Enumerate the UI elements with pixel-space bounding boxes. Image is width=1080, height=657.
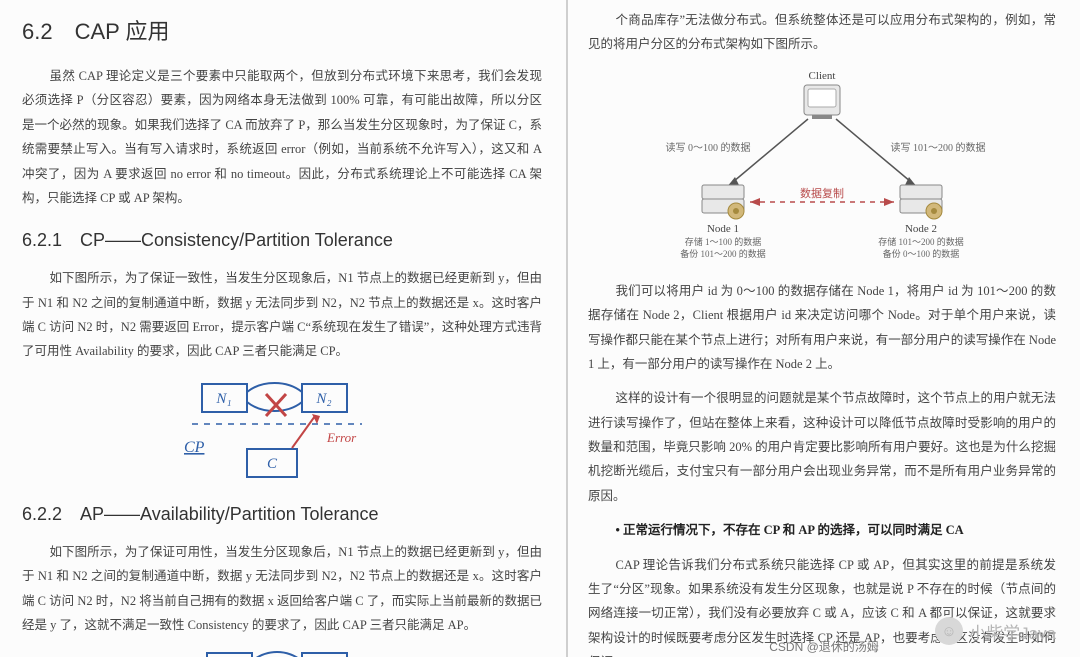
cp-client: C (267, 456, 278, 472)
subsection-ap-title: 6.2.2 AP——Availability/Partition Toleran… (22, 500, 542, 526)
node1-icon (702, 185, 744, 219)
page-right: 个商品库存”无法做分布式。但系统整体还是可以应用分布式架构的，例如，常见的将用户… (568, 0, 1080, 657)
bullet-text: 正常运行情况下，不存在 CP 和 AP 的选择，可以同时满足 CA (616, 523, 964, 537)
node2-label: Node 2 (905, 223, 937, 235)
footer: CSDN @退休的汤姆 (568, 638, 1080, 657)
node2-icon (900, 185, 942, 219)
cp-error: Error (326, 430, 357, 445)
section-title: 6.2 CAP 应用 (22, 14, 542, 46)
node2-sub1: 存储 101～200 的数据 (878, 236, 964, 247)
para-r2: 这样的设计有一个很明显的问题就是某个节点故障时，这个节点上的用户就无法进行读写操… (588, 386, 1056, 508)
para-cp: 如下图所示，为了保证一致性，当发生分区现象后，N1 节点上的数据已经更新到 y，… (22, 266, 542, 364)
diagram-cluster: Client 读写 0～100 的数据 读写 101～200 的数据 (588, 67, 1056, 267)
cp-label: CP (184, 439, 205, 456)
node1-sub1: 存储 1～100 的数据 (685, 236, 762, 247)
node2-sub2: 备份 0～100 的数据 (883, 248, 960, 259)
subsection-cp-title: 6.2.1 CP——Consistency/Partition Toleranc… (22, 226, 542, 252)
diagram-ap: N₁ N₂ AP C (22, 647, 542, 657)
cp-n2: N₂ (315, 391, 331, 407)
node1-sub2: 备份 101～200 的数据 (680, 248, 766, 259)
bullet-ca: 正常运行情况下，不存在 CP 和 AP 的选择，可以同时满足 CA (588, 518, 1056, 542)
para-top: 个商品库存”无法做分布式。但系统整体还是可以应用分布式架构的，例如，常见的将用户… (588, 8, 1056, 57)
client-label: Client (809, 70, 836, 82)
edge-right-label: 读写 101～200 的数据 (891, 141, 986, 154)
para-r1: 我们可以将用户 id 为 0～100 的数据存储在 Node 1，将用户 id … (588, 279, 1056, 377)
diagram-cp: N₁ N₂ CP C Error (22, 374, 542, 484)
para-intro: 虽然 CAP 理论定义是三个要素中只能取两个，但放到分布式环境下来思考，我们会发… (22, 64, 542, 210)
edge-left-label: 读写 0～100 的数据 (666, 141, 751, 154)
replicate-label: 数据复制 (800, 186, 844, 200)
node1-label: Node 1 (707, 223, 739, 235)
page-left: 6.2 CAP 应用 虽然 CAP 理论定义是三个要素中只能取两个，但放到分布式… (0, 0, 568, 657)
para-ap: 如下图所示，为了保证可用性，当发生分区现象后，N1 节点上的数据已经更新到 y，… (22, 540, 542, 638)
cp-n1: N₁ (215, 391, 231, 407)
